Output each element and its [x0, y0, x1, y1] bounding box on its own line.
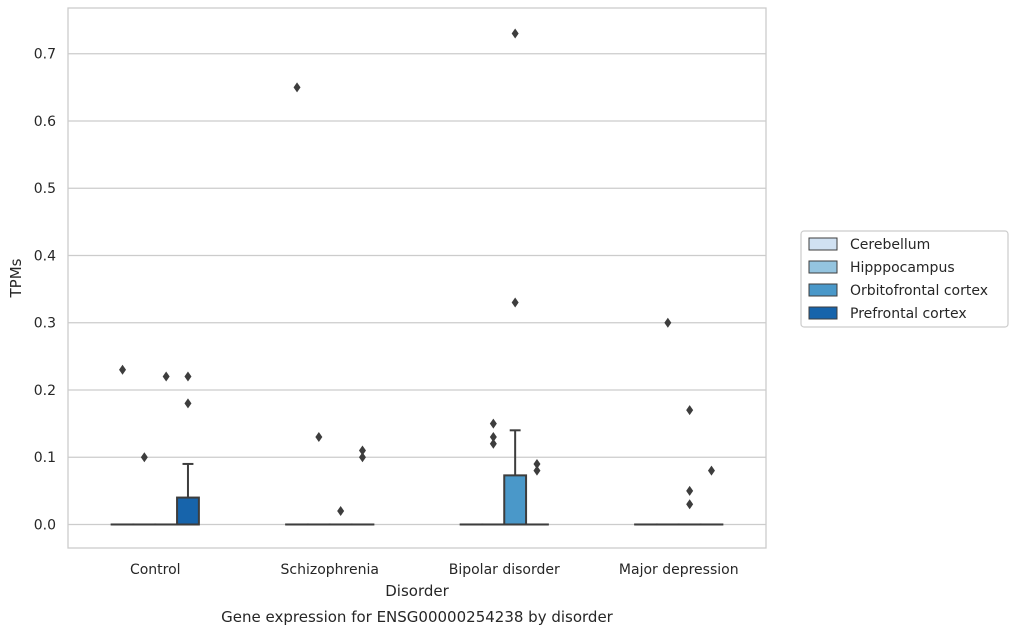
y-tick-label: 0.3	[34, 316, 56, 332]
outlier-point	[119, 364, 127, 375]
outlier-points	[119, 28, 715, 517]
legend-label: Cerebellum	[850, 237, 930, 253]
legend-label: Orbitofrontal cortex	[850, 283, 988, 299]
outlier-point	[140, 452, 148, 463]
box-orbitofrontal-cortex	[503, 429, 528, 526]
outlier-point	[489, 438, 497, 449]
outlier-point	[511, 28, 519, 39]
y-tick-label: 0.5	[34, 181, 56, 197]
outlier-point	[184, 371, 192, 382]
outlier-point	[162, 371, 170, 382]
outlier-point	[664, 317, 672, 328]
outlier-point	[511, 297, 519, 308]
y-tick-label: 0.1	[34, 450, 56, 466]
legend-swatch	[808, 306, 838, 320]
box-body	[176, 496, 200, 526]
outlier-point	[358, 445, 366, 456]
y-tick-label: 0.2	[34, 383, 56, 399]
y-tick-label: 0.4	[34, 248, 56, 264]
y-tick-label: 0.0	[34, 517, 56, 533]
grid-lines	[68, 53, 766, 526]
y-tick-label: 0.6	[34, 114, 56, 130]
x-tick-label: Bipolar disorder	[449, 562, 560, 578]
outlier-point	[358, 452, 366, 463]
outlier-point	[489, 418, 497, 429]
plot-frame	[67, 7, 767, 549]
outlier-point	[686, 499, 694, 510]
legend-swatch	[808, 237, 838, 251]
outlier-point	[707, 465, 715, 476]
legend-label: Hipppocampus	[850, 260, 955, 276]
outlier-point	[533, 465, 541, 476]
legend-label: Prefrontal cortex	[850, 306, 967, 322]
outlier-point	[489, 432, 497, 443]
x-tick-label: Schizophrenia	[281, 562, 379, 578]
outlier-point	[337, 506, 345, 517]
outlier-point	[533, 458, 541, 469]
outlier-point	[686, 405, 694, 416]
x-tick-label: Control	[130, 562, 181, 578]
y-axis-label: TPMs	[7, 258, 25, 298]
box-series	[110, 429, 724, 526]
legend-swatch	[808, 283, 838, 297]
legend: Cerebellum Hipppocampus Orbitofrontal cort…	[800, 230, 1009, 328]
x-axis-ticks: Control Schizophrenia Bipolar disorder Majo…	[130, 562, 739, 578]
outlier-point	[293, 82, 301, 93]
x-axis-label: Disorder	[385, 582, 449, 600]
outlier-point	[184, 398, 192, 409]
y-axis-ticks: 0.0 0.1 0.2 0.3 0.4 0.5 0.6 0.7	[34, 47, 56, 534]
x-tick-label: Major depression	[619, 562, 739, 578]
outlier-point	[686, 485, 694, 496]
chart-caption: Gene expression for ENSG00000254238 by d…	[221, 608, 614, 626]
legend-frame	[800, 230, 1009, 328]
box-prefrontal-cortex	[176, 462, 200, 526]
y-tick-label: 0.7	[34, 47, 56, 63]
outlier-point	[315, 432, 323, 443]
legend-swatch	[808, 260, 838, 274]
box-body	[503, 474, 528, 526]
